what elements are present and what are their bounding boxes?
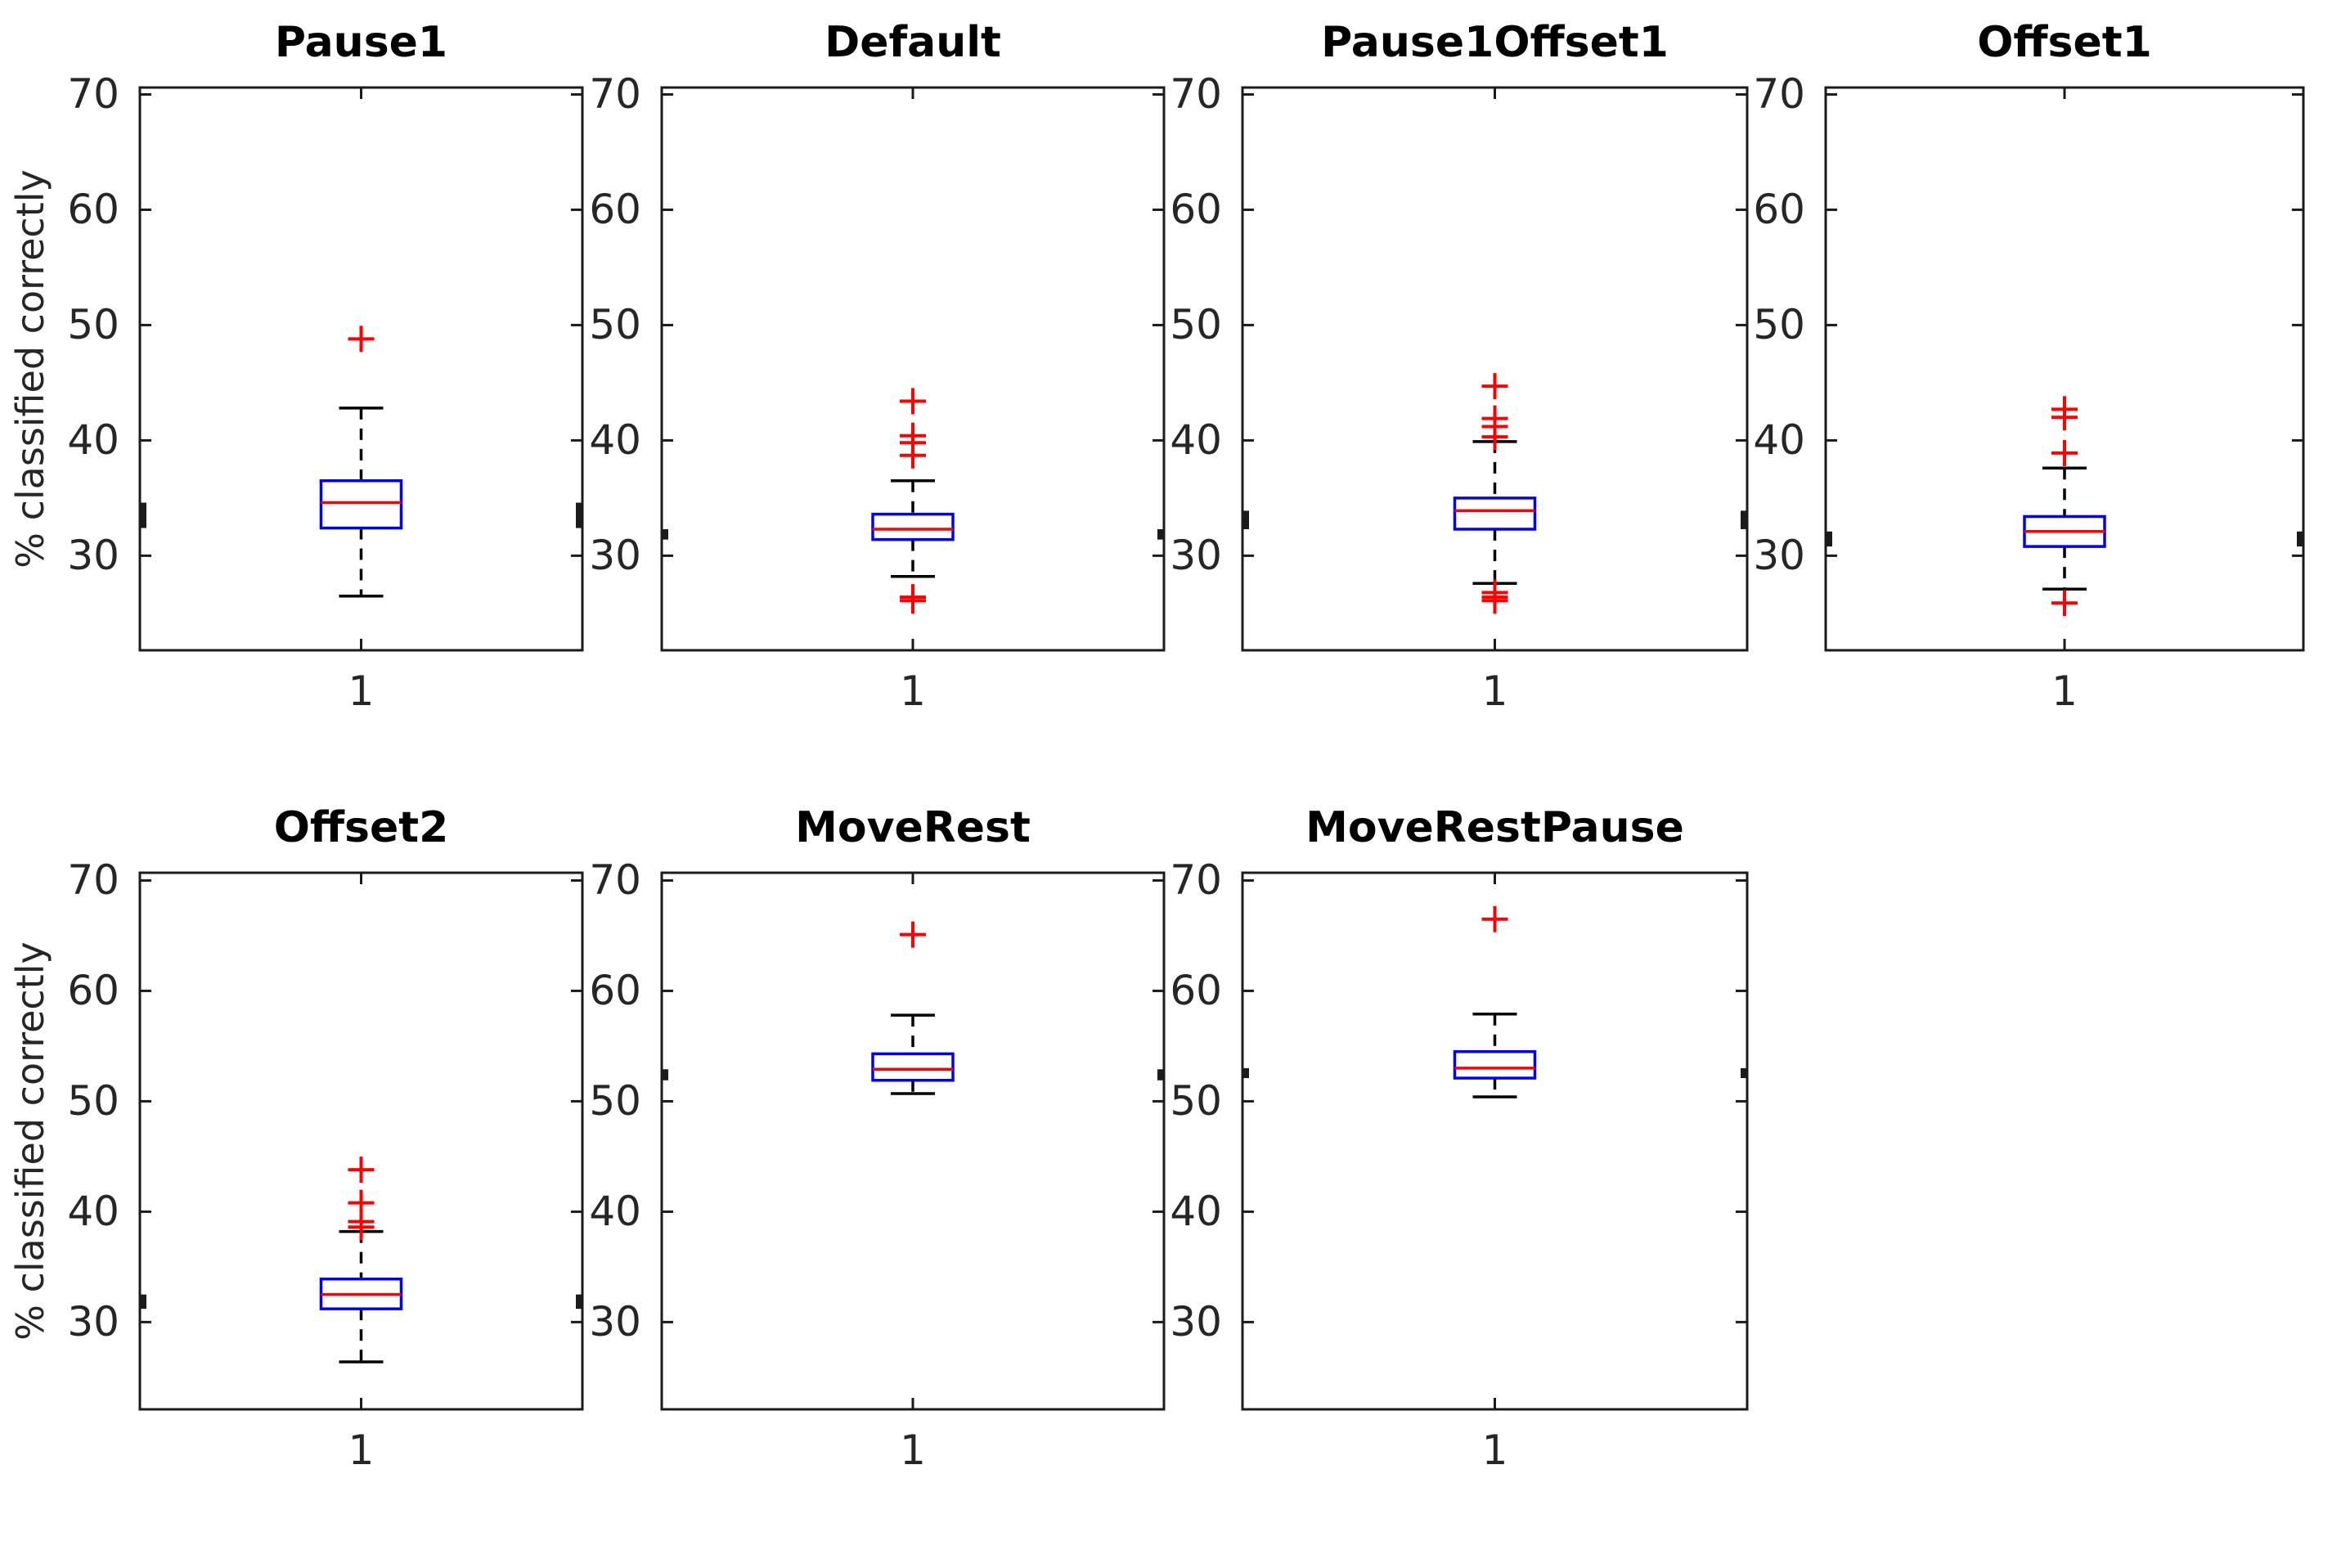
iqr-box [1453,1049,1537,1080]
y-tick-label: 50 [1170,1077,1222,1125]
subplot-title-moverestpause: MoveRestPause [1305,803,1684,852]
y-tick-label: 60 [67,967,119,1015]
iqr-box [871,1052,955,1082]
y-tick-label: 30 [1170,532,1222,580]
subplot-title-offset2: Offset2 [273,803,449,852]
y-tick-label: 70 [1170,856,1222,905]
y-tick-label: 60 [1170,967,1222,1015]
subplot-title-pause1: Pause1 [274,18,448,67]
y-tick-label: 60 [67,186,119,234]
iqr-box [871,512,955,541]
y-tick-label: 50 [67,301,119,349]
y-tick-label: 40 [1170,416,1222,465]
y-tick-label: 70 [1170,70,1222,119]
axes-frame [1824,86,2305,652]
y-tick-label: 70 [1753,70,1805,119]
y-tick-label: 50 [589,1077,641,1125]
subplot-title-moverest: MoveRest [795,803,1031,852]
y-tick-label: 30 [67,532,119,580]
x-tick-label: 1 [2051,667,2078,715]
y-tick-label: 40 [67,1188,119,1236]
y-tick-label: 50 [67,1077,119,1125]
y-tick-label: 60 [1753,186,1805,234]
y-tick-label: 50 [1753,301,1805,349]
y-tick-label: 40 [67,416,119,465]
subplot-title-pause1offset1: Pause1Offset1 [1321,18,1669,67]
y-tick-label: 30 [1170,1298,1222,1346]
y-tick-label: 70 [589,70,641,119]
y-tick-label: 50 [589,301,641,349]
y-tick-label: 30 [67,1298,119,1346]
y-tick-label: 60 [589,186,641,234]
x-tick-label: 1 [348,667,375,715]
y-tick-label: 70 [589,856,641,905]
y-tick-label: 30 [589,1298,641,1346]
subplot-title-default: Default [825,18,1001,67]
y-tick-label: 40 [1170,1188,1222,1236]
y-tick-label: 60 [1170,186,1222,234]
y-tick-label: 40 [589,1188,641,1236]
y-tick-label: 30 [589,532,641,580]
y-tick-label: 60 [589,967,641,1015]
x-tick-label: 1 [900,667,926,715]
y-tick-label: 70 [67,70,119,119]
subplot-title-offset1: Offset1 [1977,18,2152,67]
x-tick-label: 1 [1481,1426,1508,1474]
x-tick-label: 1 [1481,667,1508,715]
iqr-box [1453,496,1537,531]
y-tick-label: 50 [1170,301,1222,349]
axes-frame [1241,871,1749,1411]
x-tick-label: 1 [348,1426,375,1474]
iqr-box [319,479,403,530]
y-tick-label: 40 [589,416,641,465]
y-tick-label: 40 [1753,416,1805,465]
x-tick-label: 1 [900,1426,926,1474]
y-tick-label: 30 [1753,532,1805,580]
y-tick-label: 70 [67,856,119,905]
